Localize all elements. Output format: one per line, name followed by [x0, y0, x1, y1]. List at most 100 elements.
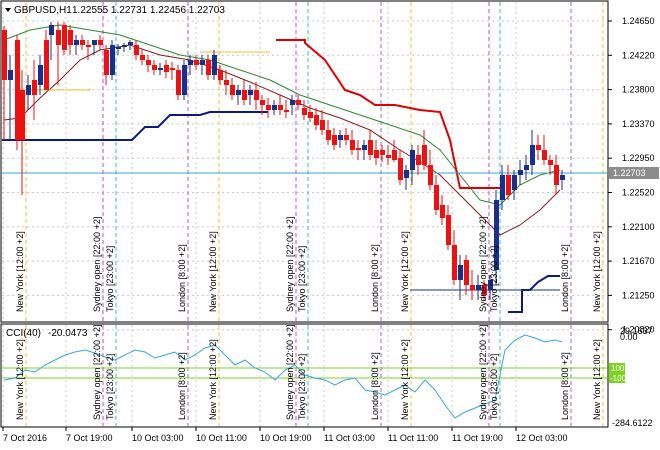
candle-body — [152, 65, 157, 70]
chevron-down-icon[interactable] — [5, 8, 11, 12]
candle-body — [278, 105, 283, 110]
candle-body — [296, 100, 301, 105]
candle-body — [194, 60, 199, 65]
candle-body — [26, 85, 31, 95]
candle-body — [15, 40, 20, 140]
price-label: 1.22950 — [622, 153, 655, 163]
candle-body — [68, 30, 73, 45]
session-label: Sydney open [22:00 +2] — [92, 325, 102, 420]
candle-body — [140, 55, 145, 60]
price-label: 1.21250 — [622, 290, 655, 300]
main-chart-panel[interactable] — [0, 0, 609, 323]
candle-body — [542, 150, 547, 160]
candle-body — [374, 150, 379, 158]
session-label: Sydney open [22:00 +2] — [478, 325, 488, 420]
candle-body — [272, 105, 277, 110]
candle-body — [536, 145, 541, 150]
candle-body — [488, 280, 493, 290]
candle-body — [410, 150, 415, 170]
session-label: New York [12:00 +2] — [400, 339, 410, 420]
candle-body — [494, 200, 499, 270]
candle-body — [122, 45, 127, 47]
chart-header: GBPUSD,H1 1.22555 1.22731 1.22456 1.2270… — [5, 5, 225, 16]
candle-body — [518, 170, 523, 175]
candle-body — [332, 135, 337, 145]
candle-body — [320, 120, 325, 130]
stop-blue-line — [2, 111, 268, 141]
cci-plot — [2, 334, 607, 419]
session-label: London [8:00 +2] — [370, 352, 380, 420]
candle-body — [560, 175, 565, 180]
time-label: 11 Oct 19:00 — [452, 433, 503, 443]
candle-body — [248, 90, 253, 95]
candle-body — [344, 135, 349, 140]
cci-scale-bottom: -284.6122 — [612, 418, 653, 428]
candle-body — [362, 145, 367, 150]
session-label: Tokyo [23:00 +2] — [489, 354, 499, 420]
candle-body — [434, 185, 439, 210]
candle-body — [230, 85, 235, 95]
candle-body — [428, 165, 433, 185]
cci-level-minus100: -100 — [610, 374, 627, 383]
cci-level-100: 100 — [611, 364, 625, 373]
candle-body — [104, 50, 109, 75]
candle-body — [392, 150, 397, 160]
candle-body — [2, 30, 7, 80]
pivot-line — [20, 88, 91, 91]
candle-body — [200, 60, 205, 65]
candle-body — [128, 42, 133, 45]
candle-body — [74, 40, 79, 45]
session-label: New York [12:00 +2] — [208, 231, 218, 312]
time-label: 10 Oct 03:00 — [132, 433, 184, 443]
cci-scale-zero: 0.00 — [620, 332, 638, 342]
candle-body — [440, 205, 445, 218]
candle-body — [386, 155, 391, 158]
candle-body — [470, 285, 475, 290]
candle-body — [476, 285, 481, 290]
session-label: Tokyo [23:00 +2] — [297, 354, 307, 420]
candle-body — [260, 100, 265, 105]
session-label: New York [12:00 +2] — [592, 231, 602, 312]
current-price-tag-bg — [609, 167, 659, 179]
candlesticks — [2, 22, 565, 300]
session-label: Tokyo [23:00 +2] — [105, 354, 115, 420]
time-label: 7 Oct 19:00 — [66, 433, 113, 443]
ohlc-values: 1.22555 1.22731 1.22456 1.22703 — [72, 5, 225, 16]
candle-body — [86, 45, 91, 47]
session-label: Sydney open [22:00 +2] — [92, 217, 102, 312]
candle-body — [452, 245, 457, 280]
session-label: New York [12:00 +2] — [15, 231, 25, 312]
candle-body — [110, 45, 115, 75]
candle-body — [368, 140, 373, 155]
price-label: 1.24650 — [622, 16, 655, 26]
session-label: New York [12:00 +2] — [208, 339, 218, 420]
price-label: 1.21670 — [622, 256, 655, 266]
session-label: Tokyo [23:00 +2] — [105, 246, 115, 312]
candle-body — [158, 68, 163, 70]
session-label: New York [12:00 +2] — [592, 339, 602, 420]
cci-line — [3, 334, 563, 419]
candle-body — [398, 158, 403, 180]
candle-body — [206, 60, 211, 75]
price-label: 1.22100 — [622, 222, 655, 232]
cci-level-minus100-tag — [609, 373, 625, 383]
indicator-panel[interactable] — [0, 323, 609, 428]
candle-body — [506, 175, 511, 195]
candle-body — [524, 165, 529, 170]
cci-level-100-tag — [609, 363, 625, 373]
candle-body — [56, 30, 61, 45]
session-labels: New York [12:00 +2] New York [12:00 +2] Sy… — [15, 217, 602, 420]
candle-body — [44, 40, 49, 90]
candle-body — [92, 40, 97, 45]
candle-body — [218, 70, 223, 80]
candle-body — [224, 80, 229, 85]
indicator-overlays — [2, 24, 608, 313]
session-label: Sydney open [22:00 +2] — [285, 217, 295, 312]
candle-body — [242, 90, 247, 100]
session-label: Sydney open [22:00 +2] — [285, 325, 295, 420]
session-label: New York [12:00 +2] — [400, 231, 410, 312]
candle-body — [308, 112, 313, 118]
candle-body — [49, 25, 54, 35]
candle-body — [284, 110, 289, 112]
